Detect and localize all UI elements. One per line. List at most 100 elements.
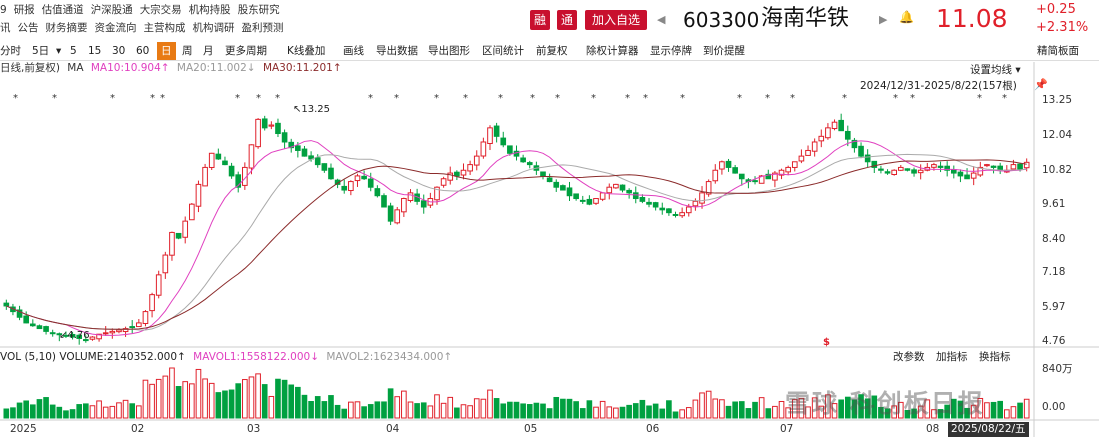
event-marker-icon: *	[977, 93, 982, 104]
margin-badge[interactable]: 融	[530, 10, 550, 30]
candle	[1023, 161, 1030, 169]
export-image-button[interactable]: 导出图形	[428, 45, 470, 57]
event-marker-icon: *	[765, 93, 770, 104]
nav-item[interactable]: 大宗交易	[139, 4, 182, 16]
show-suspension-button[interactable]: 显示停牌	[650, 45, 692, 57]
connect-badge[interactable]: 通	[557, 10, 577, 30]
candle	[23, 315, 30, 324]
nav-item[interactable]: 研报	[13, 4, 35, 16]
event-marker-icon: *	[160, 93, 165, 104]
tab-week[interactable]: 周	[182, 45, 193, 57]
ma20-line	[6, 153, 1027, 331]
tab-month[interactable]: 月	[203, 45, 214, 57]
range-stat-button[interactable]: 区间统计	[482, 45, 524, 57]
y-tick-label: 12.04	[1042, 129, 1073, 141]
header: 9 研报 估值通道 沪深股通 大宗交易 机构持股 股东研究 讯 公告 财务摘要 …	[0, 0, 1099, 40]
add-indicator-button[interactable]: 加指标	[936, 351, 968, 363]
nav-item[interactable]: 机构持股	[188, 4, 231, 16]
candle	[122, 328, 129, 333]
volume-legend: VOL (5,10) VOLUME:2140352.000↑ MAVOL1:15…	[0, 349, 452, 365]
more-periods-menu[interactable]: 更多周期	[225, 45, 267, 57]
event-marker-icon: *	[256, 93, 261, 104]
switch-indicator-button[interactable]: 换指标	[979, 351, 1011, 363]
tab-15min[interactable]: 15	[88, 45, 102, 57]
tab-30min[interactable]: 30	[112, 45, 126, 57]
candle	[367, 178, 374, 188]
nav-item[interactable]: 财务摘要	[45, 22, 88, 34]
tab-5min[interactable]: 5	[70, 45, 77, 57]
price-alert-button[interactable]: 到价提醒	[703, 45, 745, 57]
change-params-button[interactable]: 改参数	[893, 351, 925, 363]
candle	[308, 155, 314, 160]
nav-item[interactable]: 资金流向	[94, 22, 137, 34]
candle	[719, 161, 725, 170]
candle	[606, 186, 613, 194]
candle	[666, 208, 672, 214]
candle	[487, 127, 493, 145]
chevron-down-icon[interactable]: ▾	[56, 45, 62, 57]
volume-bar	[242, 379, 248, 419]
draw-line-button[interactable]: 画线	[343, 45, 364, 57]
candle	[990, 165, 997, 168]
candle	[387, 205, 394, 222]
candle	[944, 165, 950, 171]
volume-bar	[639, 399, 646, 419]
volume-bar	[924, 399, 931, 419]
nav-item[interactable]: 主营构成	[143, 22, 186, 34]
candle	[480, 141, 487, 157]
set-ma-button[interactable]: 设置均线 ▾	[970, 62, 1021, 77]
nav-item[interactable]: 沪深股通	[90, 4, 133, 16]
volume-bar	[758, 397, 765, 419]
kline-overlay-menu[interactable]: K线叠加	[287, 45, 326, 57]
volume-bar	[460, 404, 467, 419]
tab-60min[interactable]: 60	[136, 45, 150, 57]
export-data-button[interactable]: 导出数据	[376, 45, 418, 57]
x-tick-label: 05	[524, 423, 538, 435]
volume-bar	[818, 405, 825, 419]
volume-bar	[858, 394, 864, 419]
compact-panel-button[interactable]: 精简板面	[1037, 45, 1079, 57]
volume-bar	[401, 390, 407, 419]
candle	[811, 141, 818, 152]
nav-item[interactable]: 9	[0, 4, 7, 16]
event-marker-icon: *	[394, 93, 399, 104]
tab-5day[interactable]: 5日	[32, 45, 50, 57]
nav-item[interactable]: 股东研究	[237, 4, 280, 16]
volume-bar	[480, 398, 487, 419]
volume-bar	[169, 367, 175, 419]
volume-bar	[838, 399, 844, 419]
nav-item[interactable]: 公告	[17, 22, 39, 34]
volume-bar	[931, 409, 937, 419]
volume-bar	[646, 405, 652, 419]
tab-day[interactable]: 日	[157, 42, 176, 60]
nav-item[interactable]: 估值通道	[41, 4, 84, 16]
event-marker-icon: *	[275, 93, 280, 104]
ex-rights-calc-button[interactable]: 除权计算器	[586, 45, 639, 57]
nav-item[interactable]: 讯	[0, 22, 11, 34]
tab-fenshi[interactable]: 分时	[0, 45, 21, 57]
nav-item[interactable]: 机构调研	[192, 22, 235, 34]
nav-item[interactable]: 盈利预测	[241, 22, 284, 34]
volume-bar	[904, 409, 911, 419]
volume-bar	[692, 399, 699, 419]
candle	[646, 201, 652, 205]
candle	[43, 326, 49, 332]
ma-legend: 日线,前复权) MA MA10:10.904↑ MA20:11.002↓ MA3…	[0, 61, 342, 75]
candle	[222, 160, 228, 166]
next-stock-icon[interactable]: ▶	[879, 13, 888, 26]
event-marker-icon: *	[463, 93, 468, 104]
add-watchlist-button[interactable]: 加入自选	[585, 10, 647, 30]
candle	[328, 167, 334, 180]
volume-bar	[1003, 409, 1010, 419]
candle	[473, 155, 480, 166]
adjust-menu[interactable]: 前复权	[536, 45, 568, 57]
volume-bar	[666, 400, 672, 419]
event-marker-icon: *	[893, 93, 898, 104]
bell-icon[interactable]: 🔔	[899, 10, 914, 24]
volume-bar	[891, 405, 897, 419]
volume-bar	[738, 401, 745, 419]
dividend-icon[interactable]: $	[823, 337, 830, 348]
pin-icon[interactable]: 📌	[1034, 78, 1048, 91]
prev-stock-icon[interactable]: ◀	[657, 13, 666, 26]
